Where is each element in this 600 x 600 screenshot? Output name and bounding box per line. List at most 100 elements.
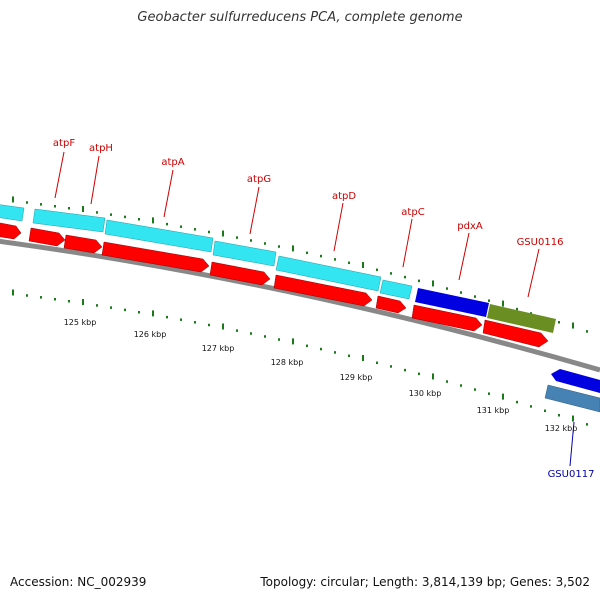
major-tick bbox=[572, 415, 574, 422]
minor-tick bbox=[404, 275, 406, 279]
gene-block-partial[interactable] bbox=[0, 204, 25, 222]
minor-tick bbox=[68, 299, 70, 303]
minor-tick bbox=[194, 321, 196, 324]
gene-block-atpF[interactable] bbox=[32, 208, 106, 233]
gene-block-atpC[interactable] bbox=[379, 279, 413, 300]
minor-tick bbox=[68, 206, 70, 210]
minor-tick bbox=[516, 307, 518, 311]
minor-tick bbox=[54, 298, 56, 301]
minor-tick bbox=[390, 365, 392, 368]
minor-tick bbox=[348, 354, 350, 358]
minor-tick bbox=[166, 222, 168, 226]
tick-label: 132 kbp bbox=[545, 424, 578, 433]
minor-tick bbox=[110, 213, 112, 216]
cds-arrow[interactable] bbox=[482, 319, 549, 348]
cds-arrow[interactable] bbox=[375, 295, 407, 314]
major-tick bbox=[222, 230, 224, 237]
minor-tick bbox=[236, 329, 238, 332]
minor-tick bbox=[208, 323, 210, 327]
gene-label-atpG[interactable]: atpG bbox=[247, 174, 271, 185]
major-tick bbox=[432, 373, 434, 380]
tick-label: 130 kbp bbox=[409, 389, 442, 398]
gene-label-pdxA[interactable]: pdxA bbox=[457, 221, 483, 232]
minor-tick bbox=[180, 318, 182, 321]
minor-tick bbox=[376, 268, 378, 272]
major-tick bbox=[502, 393, 504, 400]
minor-tick bbox=[40, 296, 42, 299]
gene-block-GSU0117[interactable] bbox=[544, 384, 600, 413]
minor-tick bbox=[544, 409, 546, 413]
major-tick bbox=[152, 217, 154, 224]
minor-tick bbox=[516, 400, 518, 404]
tick-label: 129 kbp bbox=[340, 373, 373, 382]
gene-labels: atpF atpH atpA atpG atpD atpC pdxA GSU01… bbox=[53, 138, 595, 480]
minor-tick bbox=[208, 230, 210, 234]
minor-tick bbox=[138, 310, 140, 314]
tick-label: 126 kbp bbox=[134, 330, 167, 339]
gene-label-atpF[interactable]: atpF bbox=[53, 138, 75, 149]
minor-tick bbox=[26, 201, 28, 204]
minor-tick bbox=[530, 405, 532, 408]
minor-tick bbox=[418, 372, 420, 376]
major-tick bbox=[432, 280, 434, 287]
minor-tick bbox=[96, 304, 98, 307]
minor-tick bbox=[586, 330, 588, 333]
cds-arrow[interactable] bbox=[209, 261, 271, 286]
accession-text: Accession: NC_002939 bbox=[10, 575, 147, 589]
gene-label-atpA[interactable]: atpA bbox=[161, 157, 184, 168]
gene-block-pdxA[interactable] bbox=[415, 288, 489, 317]
gene-label-GSU0117[interactable]: GSU0117 bbox=[548, 469, 595, 480]
minor-tick bbox=[180, 225, 182, 228]
major-tick bbox=[572, 322, 574, 329]
tick-label: 131 kbp bbox=[477, 406, 510, 415]
cds-arrow[interactable] bbox=[411, 304, 483, 332]
minor-tick bbox=[306, 344, 308, 348]
gene-block-GSU0116[interactable] bbox=[487, 304, 556, 333]
minor-tick bbox=[460, 384, 462, 387]
minor-tick bbox=[404, 368, 406, 372]
major-tick bbox=[362, 355, 364, 362]
minor-tick bbox=[54, 205, 56, 208]
minor-tick bbox=[488, 299, 490, 302]
cds-arrow[interactable] bbox=[28, 227, 66, 247]
gene-label-GSU0116[interactable]: GSU0116 bbox=[517, 237, 564, 248]
major-tick bbox=[222, 323, 224, 330]
gene-block-atpG[interactable] bbox=[212, 240, 277, 267]
cds-arrow[interactable] bbox=[63, 234, 103, 254]
minor-tick bbox=[348, 261, 350, 265]
minor-tick bbox=[418, 279, 420, 283]
minor-tick bbox=[320, 254, 322, 258]
minor-tick bbox=[278, 338, 280, 341]
cds-arrow-reverse[interactable] bbox=[551, 369, 600, 393]
cds-arrow[interactable] bbox=[273, 274, 373, 307]
minor-tick bbox=[26, 294, 28, 297]
major-tick bbox=[12, 196, 14, 203]
minor-tick bbox=[334, 351, 336, 354]
minor-tick bbox=[166, 315, 168, 319]
minor-tick bbox=[40, 203, 42, 206]
minor-tick bbox=[278, 245, 280, 248]
minor-tick bbox=[96, 211, 98, 214]
minor-tick bbox=[138, 217, 140, 221]
minor-tick bbox=[446, 287, 448, 290]
top-tick-row bbox=[12, 196, 588, 333]
major-tick bbox=[502, 300, 504, 307]
cds-arrow[interactable] bbox=[0, 222, 22, 240]
gene-block-atpA[interactable] bbox=[104, 219, 214, 253]
minor-tick bbox=[236, 236, 238, 239]
map-title: Geobacter sulfurreducens PCA, complete g… bbox=[137, 10, 463, 25]
gene-label-atpH[interactable]: atpH bbox=[89, 143, 113, 154]
minor-tick bbox=[194, 228, 196, 231]
bottom-tick-row bbox=[12, 289, 588, 426]
gene-block-atpD[interactable] bbox=[275, 255, 382, 292]
minor-tick bbox=[460, 291, 462, 294]
tick-label: 128 kbp bbox=[271, 358, 304, 367]
minor-tick bbox=[586, 423, 588, 426]
cds-arrow[interactable] bbox=[101, 241, 210, 273]
minor-tick bbox=[124, 215, 126, 219]
gene-label-atpC[interactable]: atpC bbox=[401, 207, 424, 218]
gene-label-atpD[interactable]: atpD bbox=[332, 191, 356, 202]
minor-tick bbox=[558, 321, 560, 324]
minor-tick bbox=[474, 295, 476, 298]
